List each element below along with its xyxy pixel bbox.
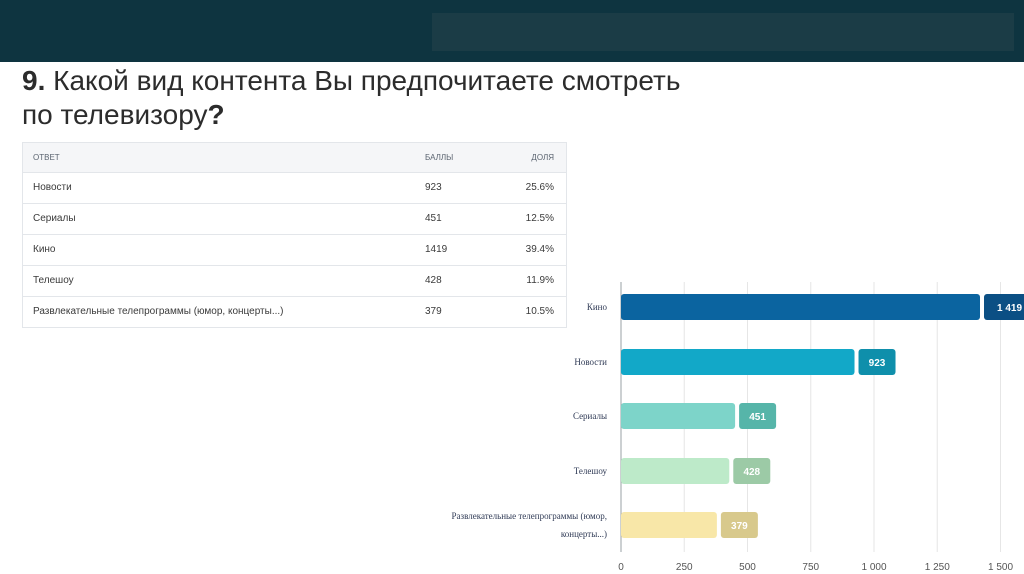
category-label: Сериалы [573, 411, 607, 421]
top-bar [0, 0, 1024, 62]
row-points: 451 [425, 213, 442, 224]
x-tick-label: 250 [676, 562, 693, 573]
value-label-box [720, 512, 758, 538]
row-share: 39.4% [525, 244, 554, 255]
header-points: БАЛЛЫ [425, 153, 454, 162]
value-label: 379 [731, 521, 748, 532]
value-label: 428 [743, 467, 760, 478]
x-tick-label: 1 000 [861, 562, 886, 573]
top-bar-panel [432, 13, 1014, 51]
bar [621, 403, 736, 429]
row-points: 1419 [425, 244, 448, 255]
table-row: Телешоу 428 11.9% [23, 265, 566, 296]
table-row: Новости 923 25.6% [23, 172, 566, 203]
title-line2: по телевизору [22, 99, 208, 130]
slide-title: 9. Какой вид контента Вы предпочитаете с… [22, 64, 782, 132]
bar [621, 294, 981, 320]
value-label-box [739, 403, 777, 429]
row-share: 12.5% [525, 213, 554, 224]
header-share: ДОЛЯ [531, 153, 554, 162]
title-line1: Какой вид контента Вы предпочитаете смот… [53, 65, 681, 96]
title-question-mark: ? [207, 99, 225, 130]
category-label: Кино [587, 302, 608, 312]
x-tick-label: 1 500 [988, 562, 1013, 573]
value-label: 451 [749, 412, 766, 423]
row-points: 428 [425, 275, 442, 286]
category-label: Развлекательные телепрограммы (юмор, конц… [452, 511, 607, 539]
value-label-box [984, 294, 1024, 320]
header-answer: ОТВЕТ [33, 153, 60, 162]
x-tick-label: 0 [618, 562, 624, 573]
value-label: 1 419 [997, 303, 1022, 314]
row-points: 923 [425, 182, 442, 193]
category-label: Новости [574, 357, 607, 367]
row-answer: Кино [33, 244, 56, 255]
bar [621, 458, 730, 484]
x-tick-label: 1 250 [925, 562, 950, 573]
title-number: 9. [22, 65, 46, 96]
row-answer: Сериалы [33, 213, 76, 224]
row-answer: Развлекательные телепрограммы (юмор, кон… [33, 306, 284, 317]
x-tick-label: 750 [802, 562, 819, 573]
bar [621, 512, 717, 538]
category-label: Телешоу [574, 466, 608, 476]
row-share: 25.6% [525, 182, 554, 193]
table-header: ОТВЕТ БАЛЛЫ ДОЛЯ [23, 143, 566, 172]
x-tick-label: 500 [739, 562, 756, 573]
table-row: Кино 1419 39.4% [23, 234, 566, 265]
row-answer: Телешоу [33, 275, 74, 286]
value-label-box [733, 458, 771, 484]
table-row: Сериалы 451 12.5% [23, 203, 566, 234]
row-share: 10.5% [525, 306, 554, 317]
bar [621, 349, 855, 375]
results-table: ОТВЕТ БАЛЛЫ ДОЛЯ Новости 923 25.6% Сериа… [22, 142, 567, 328]
row-answer: Новости [33, 182, 72, 193]
value-label-box [858, 349, 896, 375]
row-share: 11.9% [526, 275, 554, 286]
value-label: 923 [869, 358, 886, 369]
row-points: 379 [425, 306, 442, 317]
table-row: Развлекательные телепрограммы (юмор, кон… [23, 296, 566, 327]
